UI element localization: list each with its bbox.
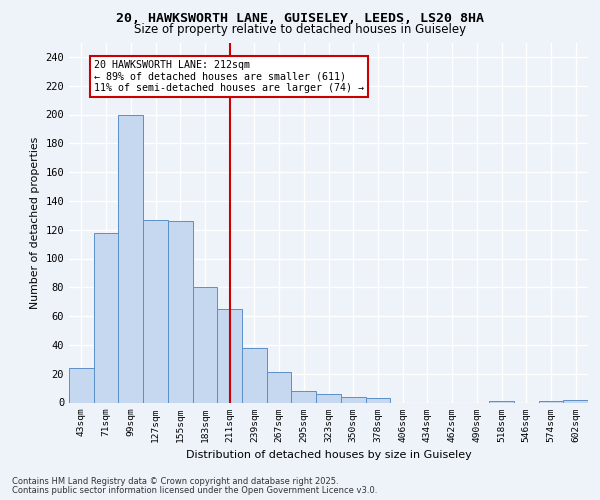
Text: 20 HAWKSWORTH LANE: 212sqm
← 89% of detached houses are smaller (611)
11% of sem: 20 HAWKSWORTH LANE: 212sqm ← 89% of deta…: [94, 60, 364, 93]
Bar: [489, 401, 514, 402]
Text: Contains HM Land Registry data © Crown copyright and database right 2025.: Contains HM Land Registry data © Crown c…: [12, 477, 338, 486]
Text: 20, HAWKSWORTH LANE, GUISELEY, LEEDS, LS20 8HA: 20, HAWKSWORTH LANE, GUISELEY, LEEDS, LS…: [116, 12, 484, 26]
Bar: [118, 114, 143, 403]
Bar: [168, 221, 193, 402]
Bar: [143, 220, 168, 402]
Bar: [69, 368, 94, 402]
Bar: [341, 396, 365, 402]
Text: Size of property relative to detached houses in Guiseley: Size of property relative to detached ho…: [134, 22, 466, 36]
Bar: [539, 401, 563, 402]
Bar: [267, 372, 292, 402]
Bar: [242, 348, 267, 403]
Bar: [193, 288, 217, 403]
Bar: [217, 309, 242, 402]
Bar: [94, 232, 118, 402]
Bar: [316, 394, 341, 402]
X-axis label: Distribution of detached houses by size in Guiseley: Distribution of detached houses by size …: [185, 450, 472, 460]
Bar: [365, 398, 390, 402]
Bar: [292, 391, 316, 402]
Bar: [563, 400, 588, 402]
Text: Contains public sector information licensed under the Open Government Licence v3: Contains public sector information licen…: [12, 486, 377, 495]
Y-axis label: Number of detached properties: Number of detached properties: [30, 136, 40, 308]
